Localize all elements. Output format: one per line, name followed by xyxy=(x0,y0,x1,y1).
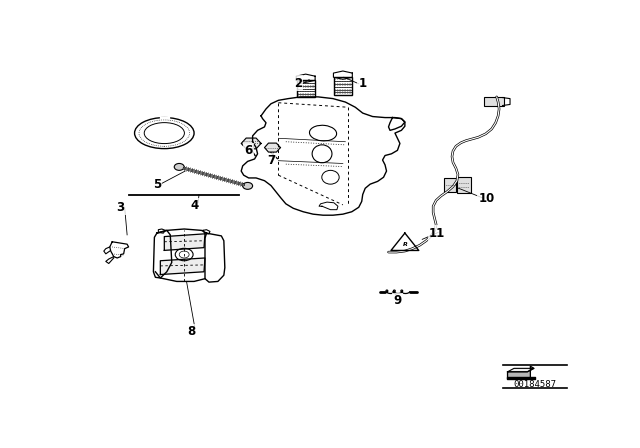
Text: 00184587: 00184587 xyxy=(513,380,556,389)
FancyBboxPatch shape xyxy=(444,178,456,192)
Polygon shape xyxy=(508,366,534,379)
Text: 7: 7 xyxy=(267,154,275,167)
Text: 3: 3 xyxy=(116,201,125,214)
FancyBboxPatch shape xyxy=(457,177,471,193)
Text: 5: 5 xyxy=(153,178,161,191)
FancyBboxPatch shape xyxy=(484,97,504,106)
Text: R: R xyxy=(403,241,407,247)
Text: 2: 2 xyxy=(294,77,302,90)
Circle shape xyxy=(174,164,184,170)
Text: 11: 11 xyxy=(429,227,445,240)
Text: 9: 9 xyxy=(394,294,401,307)
Circle shape xyxy=(243,182,253,190)
Polygon shape xyxy=(164,234,205,250)
Polygon shape xyxy=(264,143,280,152)
Polygon shape xyxy=(508,368,534,372)
Text: 4: 4 xyxy=(190,199,198,212)
FancyBboxPatch shape xyxy=(297,80,315,97)
Polygon shape xyxy=(161,258,205,275)
Text: 6: 6 xyxy=(244,144,253,157)
Text: 8: 8 xyxy=(188,325,196,338)
Text: 10: 10 xyxy=(479,192,495,205)
Polygon shape xyxy=(241,138,261,149)
Text: 1: 1 xyxy=(358,77,367,90)
FancyBboxPatch shape xyxy=(334,77,352,95)
